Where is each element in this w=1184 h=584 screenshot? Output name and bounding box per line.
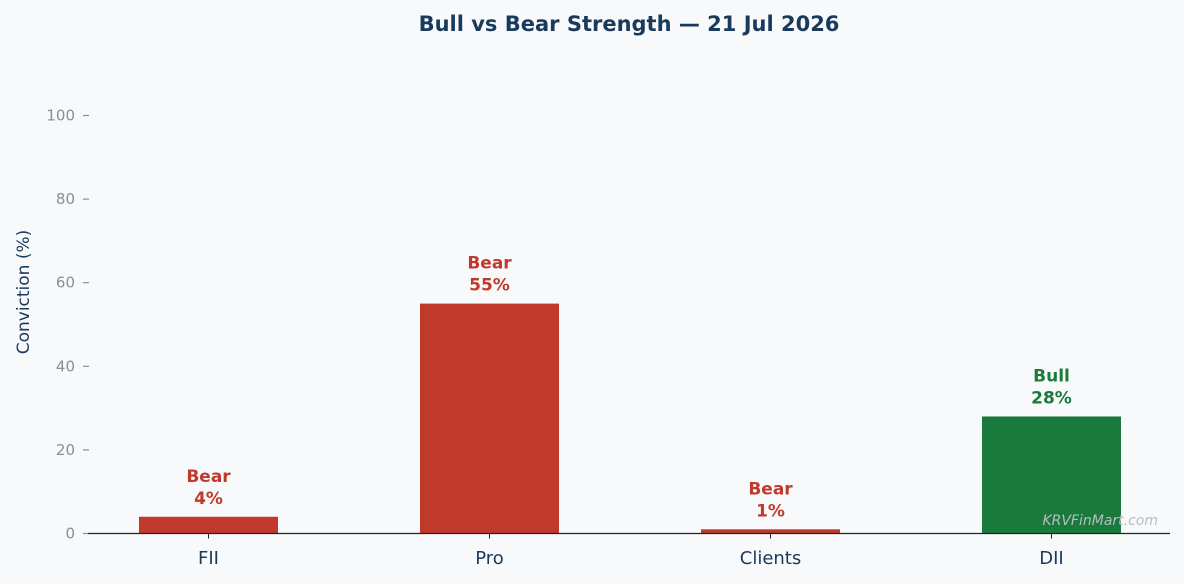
bar-dii bbox=[982, 416, 1121, 534]
bar-label-value: 55% bbox=[469, 276, 510, 296]
bar-fii bbox=[139, 516, 278, 534]
bar-label-value: 28% bbox=[1031, 388, 1072, 408]
x-tick-label: Clients bbox=[740, 548, 802, 569]
y-tick-label: 60 bbox=[56, 274, 75, 292]
y-tick-label: 0 bbox=[65, 525, 75, 543]
bar-label-side: Bull bbox=[1033, 366, 1070, 386]
y-tick-label: 100 bbox=[46, 107, 75, 125]
x-axis-ticks: FII Pro Clients DII bbox=[198, 533, 1064, 569]
y-axis-ticks: 0 20 40 60 80 100 bbox=[46, 107, 89, 543]
bar-label-side: Bear bbox=[467, 254, 512, 274]
y-tick-label: 20 bbox=[56, 441, 75, 459]
y-tick-label: 80 bbox=[56, 190, 75, 208]
bar-label-value: 4% bbox=[194, 489, 223, 509]
chart-title: Bull vs Bear Strength — 21 Jul 2026 bbox=[419, 12, 840, 36]
watermark: KRVFinMart.com bbox=[1042, 513, 1158, 529]
x-tick-label: FII bbox=[198, 548, 219, 569]
bar-pro bbox=[420, 303, 559, 534]
y-axis-label: Conviction (%) bbox=[14, 230, 34, 355]
bar-label-side: Bear bbox=[748, 479, 793, 499]
bar-label-side: Bear bbox=[186, 467, 231, 487]
bar-clients bbox=[701, 529, 840, 534]
bar-label-value: 1% bbox=[756, 501, 785, 521]
bars bbox=[139, 303, 1121, 534]
y-tick-label: 40 bbox=[56, 357, 75, 375]
x-tick-label: Pro bbox=[475, 548, 504, 569]
x-tick-label: DII bbox=[1039, 548, 1063, 569]
